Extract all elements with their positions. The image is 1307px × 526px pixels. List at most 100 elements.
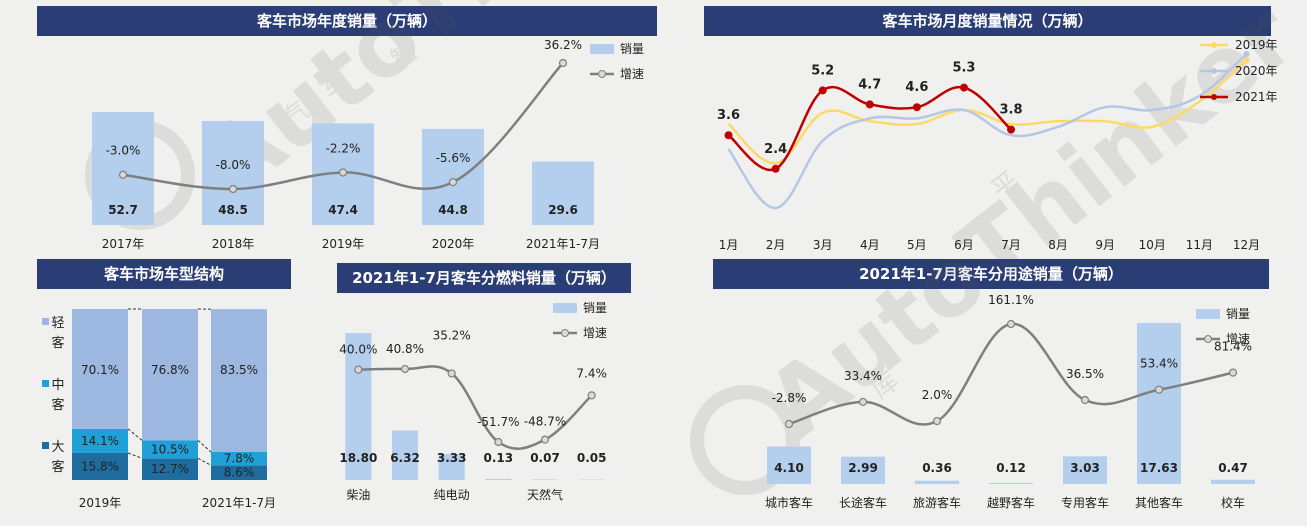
bar-value-label: 0.36: [922, 461, 952, 475]
bar-value-label: 6.32: [390, 451, 420, 465]
legend-label: 2021年: [1235, 90, 1278, 104]
category-label: 旅游客车: [913, 495, 961, 510]
legend-line-marker: [561, 329, 569, 337]
growth-point-4: [1080, 395, 1090, 405]
growth-value-label: -48.7%: [524, 415, 566, 429]
series-end-point: [1243, 51, 1250, 57]
growth-value-label: 7.4%: [576, 366, 607, 380]
bar-3: [422, 128, 484, 225]
growth-value-label: 36.5%: [1066, 367, 1104, 381]
month-label: 7月: [1001, 238, 1021, 252]
bar-value-label: 18.80: [339, 451, 377, 465]
growth-point-5: [587, 391, 596, 400]
bar-3: [989, 482, 1033, 484]
segment-value-label: 15.8%: [81, 459, 119, 473]
category-label: 柴油: [346, 488, 370, 502]
bar-2: [438, 453, 465, 480]
growth-point-3: [494, 437, 503, 447]
legend-label: 轻: [51, 316, 64, 331]
category-label: 纯电动: [434, 488, 470, 502]
growth-value-label: -2.2%: [326, 141, 361, 155]
bar-value-label: 52.7: [108, 203, 138, 217]
legend-line-marker: [1204, 335, 1212, 343]
bar-2: [915, 480, 959, 484]
bar-value-label: 3.33: [437, 451, 467, 465]
month-label: 4月: [860, 238, 880, 252]
stack-segment: [211, 309, 267, 452]
bar-1: [202, 121, 264, 225]
bar-value-label: 48.5: [218, 203, 248, 217]
bar-value-label: 0.12: [996, 461, 1026, 475]
legend-label: 中: [51, 378, 64, 393]
growth-point-5: [1154, 385, 1164, 394]
structure-chart-title: 客车市场车型结构: [37, 259, 291, 289]
bar-value-label: 0.07: [530, 451, 560, 465]
bar-value-label: 2.99: [848, 461, 878, 475]
legend-line-marker: [598, 70, 606, 78]
legend-line-label: 增速: [620, 67, 644, 81]
bar-value-label: 0.05: [577, 451, 607, 465]
legend-bar-swatch: [590, 44, 614, 54]
bar-value-label: 3.03: [1070, 461, 1100, 475]
bar-0: [345, 333, 372, 480]
legend-marker: [1211, 42, 1217, 48]
growth-point-3: [1006, 319, 1016, 329]
growth-value-label: -5.6%: [436, 151, 471, 165]
month-label: 5月: [907, 238, 927, 252]
growth-value-label: 2.0%: [922, 388, 953, 402]
growth-point-4: [558, 58, 568, 68]
segment-value-label: 10.5%: [151, 442, 189, 456]
growth-value-label: 161.1%: [988, 293, 1034, 307]
bar-1: [392, 430, 418, 480]
growth-value-label: -8.0%: [216, 158, 251, 172]
stack-segment: [72, 452, 128, 480]
monthly-chart-title: 客车市场月度销量情况（万辆）: [704, 6, 1271, 36]
monthly-chart: 1月 2月 3月 4月 5月 6月 7月 8月 9月 10月 11月 12月 2019年 2020年 3.6…: [717, 38, 1278, 252]
bar-value-label: 47.4: [328, 203, 358, 217]
growth-value-label: 40.8%: [386, 342, 424, 356]
category-label: 专用客车: [1061, 495, 1109, 510]
category-label: 2018年: [212, 237, 255, 251]
category-label: 长途客车: [839, 495, 887, 510]
usage-chart-title: 2021年1-7月客车分用途销量（万辆）: [713, 259, 1269, 289]
series-point: [818, 86, 827, 95]
bar-value-label: 29.6: [548, 203, 578, 217]
monthly-value-label: 5.2: [811, 63, 834, 78]
segment-value-label: 70.1%: [81, 363, 119, 377]
growth-point-1: [858, 397, 868, 407]
growth-value-label: 40.0%: [339, 343, 377, 357]
legend-label: 客: [51, 397, 64, 413]
bar-value-label: 0.47: [1218, 461, 1248, 475]
month-label: 3月: [813, 238, 833, 252]
series-point: [771, 164, 780, 173]
annual-chart: 52.7 2017年 48.5 2018年 47.4 2019年 44.8 2020年 29.6…: [92, 38, 644, 251]
month-label: 1月: [719, 238, 739, 252]
month-label: 11月: [1186, 238, 1213, 252]
segment-value-label: 76.8%: [151, 363, 189, 377]
growth-value-label: -2.8%: [772, 391, 807, 405]
legend-label: 2019年: [1235, 38, 1278, 52]
category-label: 2019年: [79, 496, 122, 510]
series-point: [865, 100, 874, 109]
category-label: 校车: [1221, 495, 1245, 510]
monthly-value-label: 5.3: [952, 61, 975, 76]
month-label: 9月: [1095, 238, 1115, 252]
legend-swatch: [42, 318, 49, 325]
bar-6: [1211, 479, 1255, 484]
month-label: 6月: [954, 238, 974, 252]
legend-marker: [1211, 94, 1217, 100]
segment-value-label: 7.8%: [224, 452, 255, 466]
legend-line-label: 增速: [583, 326, 607, 340]
growth-point-3: [448, 178, 458, 187]
category-label: 城市客车: [765, 495, 813, 510]
monthly-value-label: 3.6: [717, 108, 740, 123]
category-label: 天然气: [527, 487, 563, 502]
growth-point-0: [354, 365, 363, 374]
legend-swatch: [42, 380, 49, 387]
monthly-value-label: 3.8: [1000, 103, 1023, 118]
bar-value-label: 17.63: [1140, 461, 1178, 475]
growth-line: [122, 62, 564, 191]
legend-marker: [1211, 68, 1217, 74]
bar-5: [1137, 323, 1181, 484]
annual-chart-title: 客车市场年度销量（万辆）: [37, 6, 657, 36]
